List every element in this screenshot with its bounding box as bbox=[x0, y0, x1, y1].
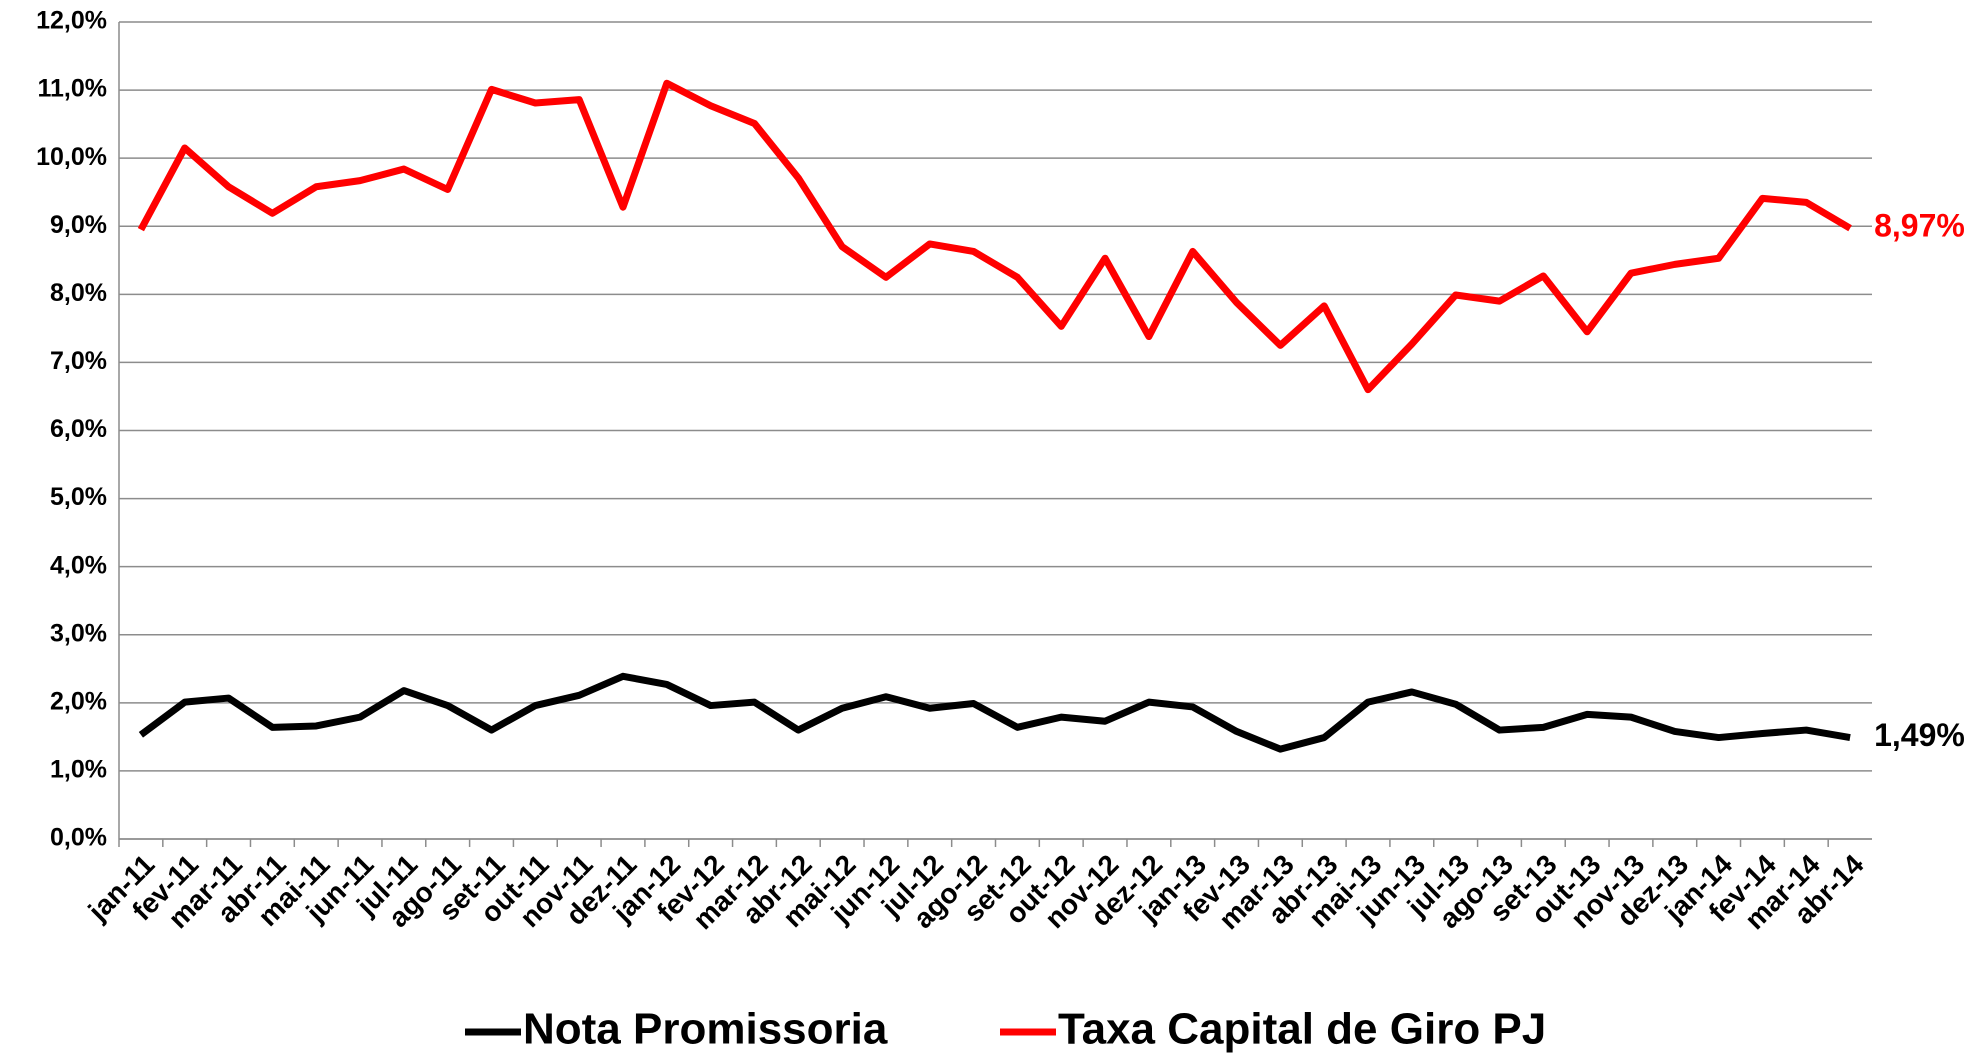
y-tick-label: 0,0% bbox=[50, 824, 107, 852]
y-tick-label: 10,0% bbox=[36, 143, 107, 171]
data-label: 1,49% bbox=[1874, 717, 1965, 753]
data-label: 8,97% bbox=[1874, 208, 1965, 244]
legend-label: Taxa Capital de Giro PJ bbox=[1058, 1005, 1546, 1054]
y-tick-label: 6,0% bbox=[50, 415, 107, 443]
y-tick-label: 4,0% bbox=[50, 551, 107, 579]
y-tick-label: 5,0% bbox=[50, 483, 107, 511]
y-tick-label: 1,0% bbox=[50, 756, 107, 784]
series-line bbox=[138, 672, 1851, 753]
y-tick-label: 9,0% bbox=[50, 211, 107, 239]
y-tick-label: 7,0% bbox=[50, 347, 107, 375]
legend-label: Nota Promissoria bbox=[523, 1005, 888, 1054]
y-tick-label: 3,0% bbox=[50, 619, 107, 647]
series-line bbox=[137, 79, 1852, 394]
y-tick-label: 8,0% bbox=[50, 279, 107, 307]
y-tick-label: 12,0% bbox=[36, 7, 107, 35]
y-tick-label: 2,0% bbox=[50, 687, 107, 715]
y-tick-label: 11,0% bbox=[37, 75, 107, 103]
